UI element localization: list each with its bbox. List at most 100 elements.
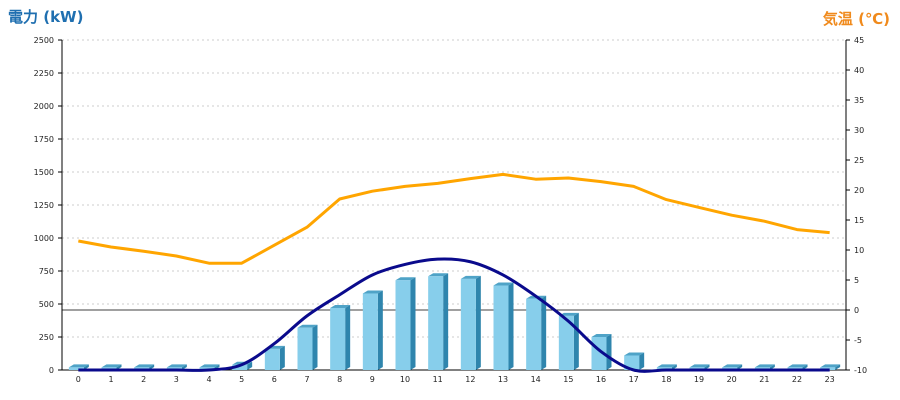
bar-top bbox=[297, 324, 318, 328]
bar-side bbox=[835, 364, 841, 370]
y-tick-label-left: 2250 bbox=[34, 69, 54, 78]
x-tick-label: 1 bbox=[108, 375, 113, 384]
y-tick-label-left: 250 bbox=[39, 333, 54, 342]
bar bbox=[330, 307, 346, 370]
x-tick-label: 7 bbox=[304, 375, 309, 384]
bar bbox=[68, 367, 84, 370]
y-tick-label-left: 0 bbox=[49, 366, 54, 375]
bar-top bbox=[199, 364, 220, 368]
bar-top bbox=[493, 282, 514, 286]
bar-side bbox=[312, 324, 318, 370]
bar-top bbox=[787, 364, 808, 368]
bar-side bbox=[541, 295, 547, 370]
bar-top bbox=[591, 334, 612, 337]
y-tick-label-right: 30 bbox=[854, 126, 864, 135]
power-curve-line bbox=[78, 257, 830, 373]
bar-side bbox=[475, 275, 481, 370]
bar-top bbox=[68, 364, 89, 368]
y-tick-label-right: 15 bbox=[854, 216, 864, 225]
bar bbox=[558, 315, 574, 370]
x-tick-label: 15 bbox=[563, 375, 573, 384]
x-tick-label: 8 bbox=[337, 375, 342, 384]
y-tick-label-left: 1500 bbox=[34, 168, 54, 177]
x-tick-label: 17 bbox=[629, 375, 639, 384]
bar bbox=[232, 364, 248, 370]
bar-top bbox=[134, 364, 155, 368]
y-tick-label-left: 2500 bbox=[34, 36, 54, 45]
bar-top bbox=[689, 364, 710, 368]
bar-top bbox=[820, 364, 841, 368]
y-tick-label-left: 750 bbox=[39, 267, 54, 276]
y-tick-label-left: 1000 bbox=[34, 234, 54, 243]
bar-top bbox=[722, 364, 743, 368]
bar-side bbox=[247, 361, 253, 370]
bar bbox=[264, 348, 280, 370]
bar bbox=[297, 327, 313, 370]
x-tick-label: 14 bbox=[531, 375, 541, 384]
bar bbox=[526, 298, 542, 370]
x-tick-label: 10 bbox=[400, 375, 410, 384]
y-tick-label-left: 1250 bbox=[34, 201, 54, 210]
x-tick-label: 16 bbox=[596, 375, 606, 384]
bar-side bbox=[508, 282, 514, 370]
bar-top bbox=[101, 364, 122, 368]
bar-top bbox=[624, 352, 645, 356]
x-tick-label: 0 bbox=[76, 375, 81, 384]
x-tick-label: 23 bbox=[825, 375, 835, 384]
bar-side bbox=[639, 352, 645, 370]
x-tick-label: 21 bbox=[759, 375, 769, 384]
x-tick-label: 20 bbox=[727, 375, 737, 384]
x-tick-label: 9 bbox=[370, 375, 375, 384]
x-tick-label: 2 bbox=[141, 375, 146, 384]
temperature-line bbox=[78, 172, 830, 265]
bar-top bbox=[558, 312, 579, 316]
bar-top bbox=[330, 304, 351, 308]
x-tick-label: 5 bbox=[239, 375, 244, 384]
y-tick-label-left: 1750 bbox=[34, 135, 54, 144]
bar bbox=[493, 285, 509, 370]
y-tick-label-right: 20 bbox=[854, 186, 864, 195]
y-tick-label-right: 45 bbox=[854, 36, 864, 45]
x-tick-label: 13 bbox=[498, 375, 508, 384]
bar-side bbox=[573, 312, 579, 370]
bar bbox=[428, 276, 444, 370]
y-tick-label-right: -10 bbox=[854, 366, 867, 375]
bar-side bbox=[345, 304, 351, 370]
x-tick-label: 22 bbox=[792, 375, 802, 384]
x-tick-label: 11 bbox=[433, 375, 443, 384]
bar-side bbox=[279, 345, 285, 370]
x-tick-label: 18 bbox=[661, 375, 671, 384]
y-tick-label-right: 0 bbox=[854, 306, 859, 315]
bar-side bbox=[377, 290, 383, 370]
y-tick-label-right: 35 bbox=[854, 96, 864, 105]
bar bbox=[460, 278, 476, 370]
x-tick-label: 6 bbox=[272, 375, 277, 384]
bar-top bbox=[362, 290, 383, 294]
bar-side bbox=[443, 273, 449, 370]
y-tick-label-left: 2000 bbox=[34, 102, 54, 111]
bar-top bbox=[460, 275, 481, 279]
bar-top bbox=[166, 364, 187, 368]
bar bbox=[362, 293, 378, 370]
y-tick-label-right: -5 bbox=[854, 336, 862, 345]
y-tick-label-right: 10 bbox=[854, 246, 864, 255]
y-tick-label-right: 25 bbox=[854, 156, 864, 165]
y-axis-left-label: 電力 (kW) bbox=[8, 8, 84, 26]
bar-top bbox=[428, 273, 449, 277]
bar-top bbox=[754, 364, 775, 368]
x-tick-label: 19 bbox=[694, 375, 704, 384]
y-tick-label-left: 500 bbox=[39, 300, 54, 309]
bar-side bbox=[410, 277, 416, 370]
x-tick-label: 3 bbox=[174, 375, 179, 384]
y-tick-label-right: 40 bbox=[854, 66, 864, 75]
y-tick-label-right: 5 bbox=[854, 276, 859, 285]
bar-top bbox=[395, 277, 416, 281]
bar-top bbox=[656, 364, 677, 368]
bar-side bbox=[606, 334, 612, 370]
bar-side bbox=[181, 364, 187, 370]
y-axis-right-label: 気温 (℃) bbox=[822, 10, 890, 28]
bar bbox=[395, 280, 411, 370]
x-tick-label: 4 bbox=[206, 375, 211, 384]
